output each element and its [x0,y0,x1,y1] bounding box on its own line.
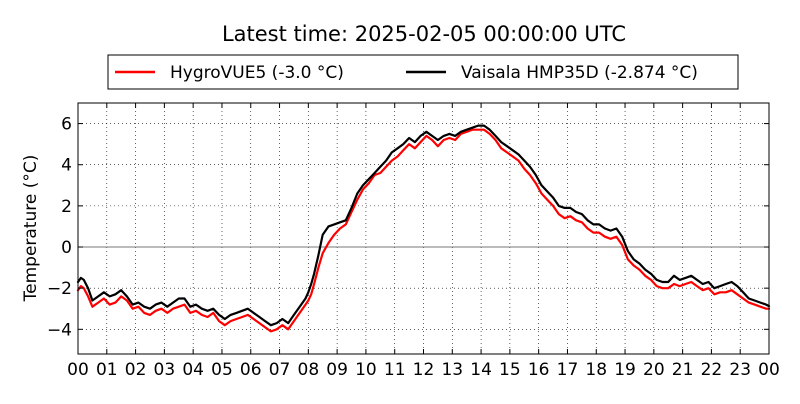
tick-marks [77,103,770,354]
x-tick-label: 02 [125,360,147,380]
x-tick-label: 22 [701,360,723,380]
x-tick-label: 01 [96,360,118,380]
y-tick-label: 0 [61,238,72,258]
chart-title: Latest time: 2025-02-05 00:00:00 UTC [222,22,626,46]
y-tick-label: 2 [61,197,72,217]
series-lines [76,124,771,333]
plot-background [78,103,769,354]
x-tick-label: 18 [585,360,607,380]
x-tick-label: 15 [499,360,521,380]
series-line-hygrovue5 [76,128,771,333]
x-tick-label: 08 [298,360,320,380]
x-tick-label: 00 [67,360,89,380]
y-axis-tick-labels: −4 −2 0 2 4 6 [47,115,72,341]
x-tick-label: 05 [211,360,233,380]
x-tick-label: 13 [441,360,463,380]
y-tick-label: −2 [47,279,72,299]
x-tick-label: 03 [154,360,176,380]
x-tick-label: 19 [614,360,636,380]
series-line-vaisala [76,124,771,327]
x-axis-tick-labels: 00 01 02 03 04 05 06 07 08 09 10 11 12 13 14 15 16 17 18 19… [67,360,780,380]
x-tick-label: 12 [413,360,435,380]
x-tick-label: 20 [643,360,665,380]
plot-area [76,102,771,355]
x-tick-label: 23 [729,360,751,380]
y-tick-label: −4 [47,320,72,340]
x-tick-label: 21 [672,360,694,380]
y-tick-label: 6 [61,115,72,135]
x-tick-label: 10 [355,360,377,380]
x-tick-label: 14 [470,360,492,380]
x-tick-label: 00 [758,360,780,380]
x-tick-label: 07 [269,360,291,380]
x-tick-label: 16 [528,360,550,380]
x-tick-label: 04 [182,360,204,380]
y-tick-label: 4 [61,156,72,176]
legend: HygroVUE5 (-3.0 °C) Vaisala HMP35D (-2.8… [107,54,739,90]
x-tick-label: 09 [326,360,348,380]
x-tick-label: 11 [384,360,406,380]
x-tick-label: 17 [557,360,579,380]
legend-label-hygrovue5: HygroVUE5 (-3.0 °C) [170,63,344,83]
y-axis-label: Temperature (°C) [21,155,41,303]
legend-label-vaisala: Vaisala HMP35D (-2.874 °C) [461,63,698,83]
x-tick-label: 06 [240,360,262,380]
